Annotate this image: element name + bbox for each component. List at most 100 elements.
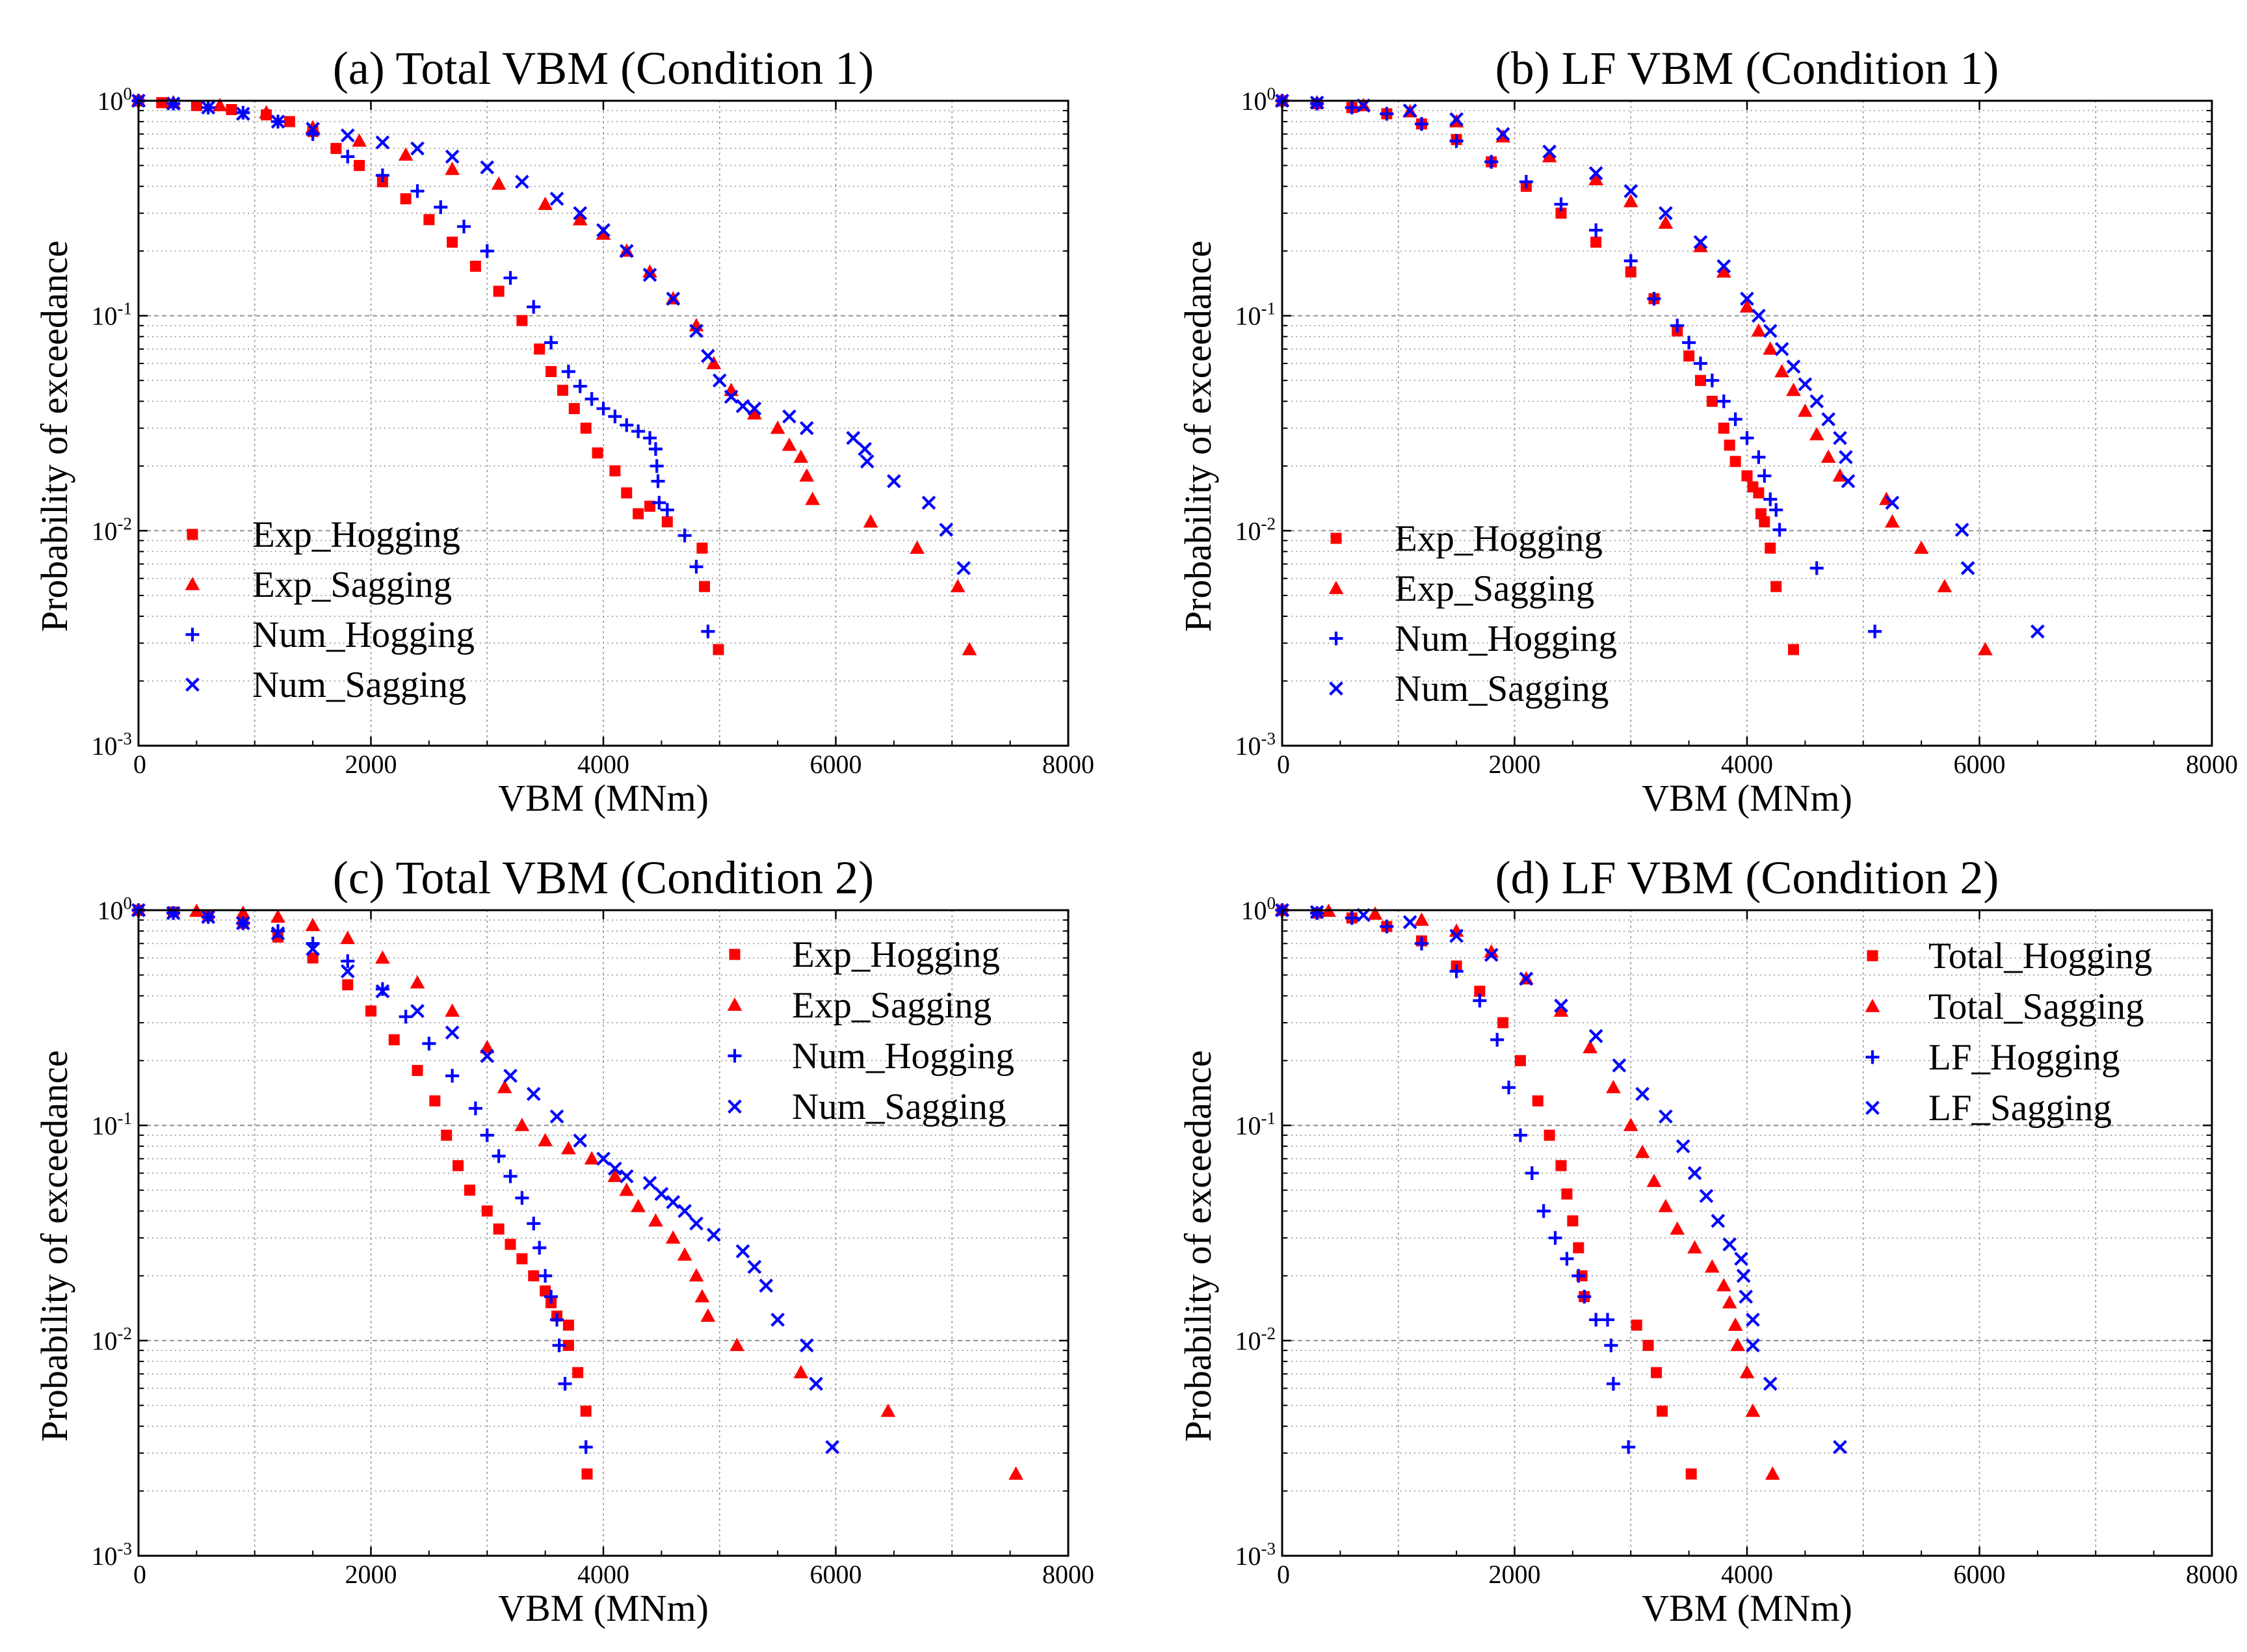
data-point (1682, 335, 1696, 350)
panel-title: (b) LF VBM (Condition 1) (1495, 42, 1999, 94)
data-point (1606, 1376, 1620, 1391)
data-point (532, 1240, 547, 1255)
data-point (1646, 1173, 1662, 1187)
data-point (1583, 1040, 1598, 1054)
data-point (1693, 239, 1708, 252)
data-point (962, 642, 977, 655)
data-point (1561, 1188, 1573, 1200)
data-point (1635, 1086, 1649, 1101)
legend-label: Exp_Hogging (1395, 518, 1603, 559)
data-point (573, 206, 588, 220)
y-axis-label: Probability of exceedance (33, 241, 75, 632)
data-point (1532, 1095, 1544, 1107)
data-point (799, 421, 814, 436)
data-point (1763, 324, 1778, 338)
data-point (544, 1289, 558, 1304)
data-point (651, 474, 665, 488)
data-point (584, 1151, 599, 1165)
data-point (236, 107, 250, 121)
data-point (619, 1182, 635, 1196)
data-point (1716, 264, 1731, 278)
data-point (642, 267, 657, 282)
data-point (1380, 107, 1394, 121)
data-point (464, 1185, 475, 1196)
panel-title: (d) LF VBM (Condition 2) (1495, 852, 1999, 904)
x-tick-label: 4000 (577, 750, 629, 779)
data-point (621, 487, 633, 499)
data-point (1716, 259, 1731, 274)
data-point (305, 120, 321, 134)
data-point (354, 160, 365, 172)
legend-label: Exp_Hogging (252, 514, 460, 555)
data-point (689, 560, 703, 574)
data-point (1716, 1278, 1731, 1292)
data-point (340, 930, 356, 945)
data-point (701, 348, 715, 363)
data-point (201, 910, 216, 924)
y-tick-label: 10-2 (92, 1324, 133, 1356)
data-point (480, 244, 494, 258)
data-point (1763, 492, 1778, 506)
data-point (642, 1175, 657, 1190)
data-point (1635, 1144, 1650, 1159)
data-point (652, 495, 666, 510)
data-point (1820, 449, 1836, 463)
data-point (2030, 624, 2045, 639)
data-point (1513, 1128, 1527, 1142)
data-point (259, 105, 274, 119)
data-point (410, 184, 425, 198)
data-point (1555, 207, 1567, 219)
data-point (580, 1406, 592, 1417)
data-point (493, 285, 505, 297)
data-point (503, 1068, 518, 1083)
data-point (706, 1227, 721, 1242)
data-point (1449, 134, 1464, 148)
data-point (1772, 523, 1787, 537)
x-tick-label: 0 (133, 750, 146, 779)
data-point (1623, 1118, 1638, 1131)
data-point (701, 624, 715, 638)
data-point (549, 1313, 564, 1327)
data-point (558, 1376, 572, 1391)
data-point (270, 924, 285, 938)
data-point (445, 1003, 460, 1017)
data-point (665, 1230, 681, 1244)
data-point (747, 1259, 762, 1274)
data-point (689, 324, 703, 338)
data-point (557, 384, 568, 396)
data-point (410, 141, 425, 156)
x-tick-label: 8000 (2186, 750, 2238, 779)
data-point (493, 1223, 505, 1235)
data-point (619, 244, 634, 258)
legend-label: Num_Sagging (1395, 668, 1609, 709)
data-point (1554, 999, 1568, 1013)
data-point (201, 100, 216, 115)
data-point (545, 366, 557, 378)
data-point (516, 1253, 528, 1265)
data-point (712, 373, 727, 388)
data-point (677, 1247, 692, 1261)
data-point (1658, 215, 1674, 229)
data-point (445, 150, 460, 164)
data-point (1544, 1129, 1555, 1141)
data-point (1484, 947, 1499, 962)
y-tick-label: 10-1 (92, 299, 133, 331)
data-point (1647, 291, 1661, 306)
data-point (1751, 323, 1767, 337)
y-tick-label: 10-3 (1235, 1539, 1276, 1571)
data-point (469, 260, 481, 272)
data-point (706, 356, 722, 369)
data-point (1752, 308, 1766, 323)
legend-symbol (1865, 1050, 1880, 1064)
x-tick-label: 2000 (345, 750, 397, 779)
panel-title: (a) Total VBM (Condition 1) (333, 42, 874, 94)
data-point (538, 1268, 553, 1283)
data-point (1604, 1338, 1618, 1352)
data-point (1960, 561, 1975, 575)
data-point (1473, 993, 1487, 1008)
x-axis-label: VBM (MNm) (498, 777, 709, 819)
data-point (1612, 1058, 1627, 1073)
data-point (620, 418, 634, 432)
legend-symbol (185, 677, 200, 692)
data-point (1675, 1139, 1690, 1153)
